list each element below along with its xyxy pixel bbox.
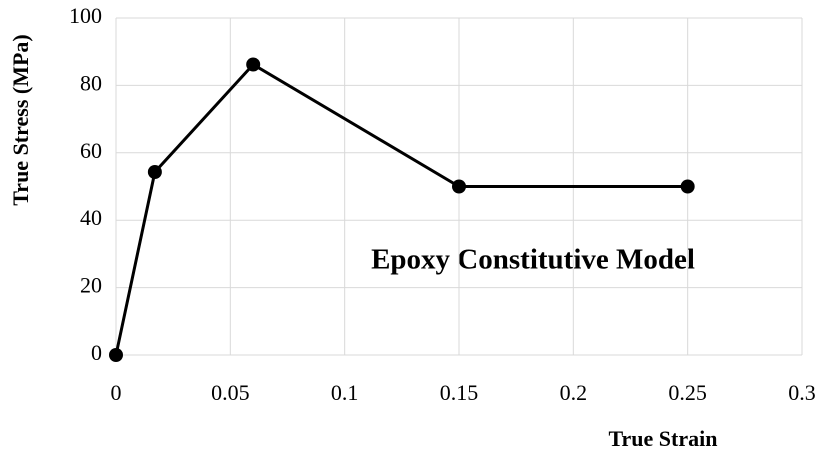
x-tick-label: 0: [111, 380, 122, 405]
annotation: Epoxy Constitutive Model: [371, 244, 695, 276]
y-tick-label: 60: [80, 138, 102, 163]
data-point: [452, 179, 466, 194]
x-tick-label: 0.15: [440, 380, 479, 405]
data-point: [680, 179, 695, 194]
data-point: [246, 57, 261, 72]
y-axis-title: True Stress (MPa): [8, 34, 33, 205]
data-point: [109, 348, 123, 362]
x-tick-label: 0.1: [331, 380, 359, 405]
x-tick-label: 0.25: [668, 380, 707, 405]
x-tick-label: 0.2: [560, 380, 588, 405]
data-point: [147, 165, 162, 180]
y-tick-label: 0: [91, 340, 102, 365]
y-tick-label: 40: [80, 205, 102, 230]
y-tick-label: 80: [80, 70, 102, 95]
y-tick-label: 100: [69, 3, 102, 28]
x-axis-title: True Strain: [609, 426, 718, 451]
x-tick-label: 0.05: [211, 380, 250, 405]
y-tick-label: 20: [80, 273, 102, 298]
x-tick-label: 0.3: [788, 380, 816, 405]
data-line: [114, 62, 688, 356]
